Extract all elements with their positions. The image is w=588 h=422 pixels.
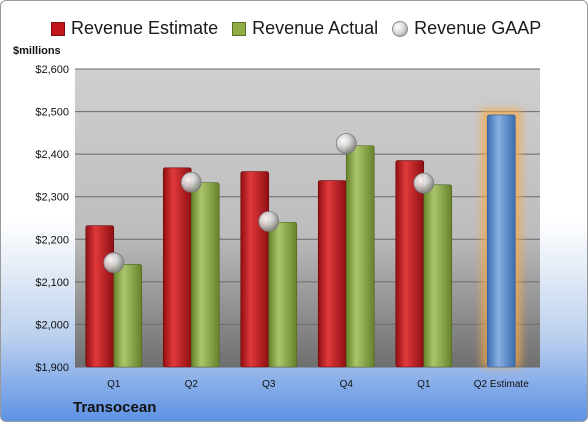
y-tick-label: $2,000 xyxy=(35,319,69,331)
x-tick-label: Q1 xyxy=(107,379,121,390)
gaap-marker xyxy=(258,211,280,232)
units-label: $millions xyxy=(13,45,61,57)
x-tick-label: Q2 xyxy=(185,379,199,390)
legend-label-estimate: Revenue Estimate xyxy=(71,18,219,38)
gaap-marker xyxy=(103,252,125,274)
bar-revenue-actual xyxy=(423,184,453,368)
bar-revenue-estimate xyxy=(85,225,115,368)
gaap-markers xyxy=(103,133,435,274)
bar-revenue-estimate xyxy=(162,167,192,368)
gaap-marker xyxy=(180,171,202,193)
bar-revenue-estimate xyxy=(240,171,270,368)
x-tick-label: Q2 Estimate xyxy=(474,379,529,390)
legend-swatch-gaap xyxy=(392,20,409,37)
bar-revenue-estimate xyxy=(317,180,347,368)
y-tick-label: $2,400 xyxy=(35,149,69,161)
plot-area xyxy=(75,69,540,367)
bar-revenue-actual xyxy=(113,264,143,368)
gaap-marker xyxy=(335,133,357,154)
gridlines xyxy=(75,68,540,368)
y-tick-label: $2,200 xyxy=(35,234,69,246)
legend-item-estimate: Revenue Estimate xyxy=(51,18,218,39)
y-tick-label: $2,100 xyxy=(35,277,69,289)
legend-label-gaap: Revenue GAAP xyxy=(414,18,542,38)
bar-revenue-actual xyxy=(190,182,220,368)
bars xyxy=(85,108,522,368)
x-tick-label: Q1 xyxy=(417,379,431,390)
x-tick-label: Q3 xyxy=(262,379,276,390)
legend-item-actual: Revenue Actual xyxy=(232,18,378,39)
company-name: Transocean xyxy=(73,399,157,416)
x-axis-ticks: Q1 Q2 Q3 Q4 Q1 Q2 Estimate xyxy=(107,379,529,390)
bar-revenue-actual xyxy=(345,145,375,368)
y-tick-label: $2,500 xyxy=(35,107,69,119)
y-tick-label: $2,300 xyxy=(35,192,69,204)
y-axis-ticks: $1,900 $2,000 $2,100 $2,200 $2,300 $2,400 $2,5… xyxy=(35,64,69,374)
y-tick-label: $1,900 xyxy=(35,362,69,374)
bar-revenue-actual xyxy=(268,221,298,368)
legend-swatch-estimate xyxy=(51,21,65,36)
legend-swatch-actual xyxy=(232,21,247,36)
x-tick-label: Q4 xyxy=(340,379,354,390)
legend-item-gaap: Revenue GAAP xyxy=(392,18,541,39)
legend-label-actual: Revenue Actual xyxy=(252,18,379,38)
chart-legend: Revenue Estimate Revenue Actual Revenue … xyxy=(51,18,555,39)
bar-future-estimate xyxy=(486,114,516,368)
gaap-marker xyxy=(413,172,435,194)
y-tick-label: $2,600 xyxy=(35,64,69,76)
